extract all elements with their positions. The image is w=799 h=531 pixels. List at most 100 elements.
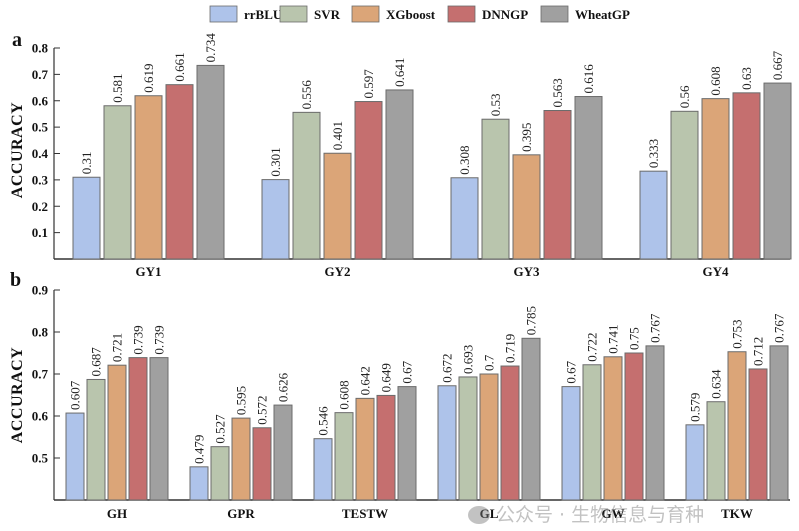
bar-rrblup <box>685 424 705 501</box>
legend-label: XGboost <box>386 7 436 22</box>
bar-xgboost <box>355 397 375 501</box>
data-label: 0.308 <box>457 146 472 175</box>
data-label: 0.581 <box>110 74 125 103</box>
bar-xgboost <box>107 364 127 501</box>
data-label: 0.546 <box>316 406 331 436</box>
bar-group-gpr: 0.479 0.527 0.595 0.572 0.626 <box>189 372 293 501</box>
x-tick-label: GY1 <box>136 264 162 279</box>
bar-svr <box>481 118 510 260</box>
data-label: 0.608 <box>708 66 723 95</box>
bar-xgboost <box>231 417 251 501</box>
bar-wheatgp <box>521 337 541 501</box>
bar-xgboost <box>603 356 623 501</box>
bar-dnngp <box>500 365 520 501</box>
bar-wheatgp <box>574 96 603 260</box>
panel-letter: a <box>12 29 22 51</box>
x-tick-label: GY3 <box>514 264 541 279</box>
x-tick-label: GL <box>480 506 499 521</box>
bar-wheatgp <box>397 386 417 501</box>
y-tick-label: 0.1 <box>32 225 48 240</box>
x-tick-label: TESTW <box>342 506 388 521</box>
data-label: 0.616 <box>581 64 596 94</box>
bar-xgboost <box>134 95 163 260</box>
bar-wheatgp <box>769 345 789 501</box>
bar-group-gw: 0.67 0.722 0.741 0.75 0.767 <box>561 313 665 501</box>
y-tick-label: 0.6 <box>32 409 49 424</box>
bar-xgboost <box>323 152 352 260</box>
data-label: 0.739 <box>131 325 146 354</box>
y-tick-label: 0.5 <box>32 120 49 135</box>
bar-rrblup <box>313 438 333 501</box>
data-label: 0.741 <box>606 325 621 354</box>
bar-svr <box>334 412 354 501</box>
legend-label: SVR <box>314 7 341 22</box>
bar-group-gl: 0.672 0.693 0.7 0.719 0.785 <box>437 306 541 501</box>
bar-group-gy4: 0.333 0.56 0.608 0.63 0.667 <box>639 50 792 260</box>
data-label: 0.301 <box>268 147 283 176</box>
bar-rrblup <box>437 385 457 501</box>
legend-item-xgboost: XGboost <box>351 5 436 23</box>
data-label: 0.75 <box>627 327 642 350</box>
wechat-icon <box>468 506 490 524</box>
legend-item-svr: SVR <box>279 5 341 23</box>
data-label: 0.649 <box>379 363 394 392</box>
bar-dnngp <box>128 357 148 501</box>
x-tick-label: GPR <box>227 506 255 521</box>
watermark-text: 公众号 · 生物信息与育种 <box>496 504 705 526</box>
x-tick-label: GW <box>601 506 624 521</box>
data-label: 0.619 <box>141 63 156 92</box>
data-label: 0.67 <box>400 360 415 383</box>
bar-svr <box>706 401 726 501</box>
data-label: 0.607 <box>68 380 83 410</box>
bar-wheatgp <box>385 89 414 260</box>
legend-swatch <box>351 5 380 23</box>
panel-letter: b <box>10 269 21 291</box>
data-label: 0.53 <box>488 93 503 116</box>
bar-xgboost <box>512 154 541 260</box>
legend-label: DNNGP <box>482 7 528 22</box>
data-label: 0.767 <box>772 313 787 343</box>
data-label: 0.642 <box>358 366 373 395</box>
legend-swatch <box>540 5 569 23</box>
data-label: 0.712 <box>751 337 766 366</box>
bar-dnngp <box>732 92 761 260</box>
x-tick-label: GY4 <box>703 264 730 279</box>
bar-dnngp <box>624 352 644 501</box>
y-tick-label: 0.7 <box>32 67 49 82</box>
data-label: 0.563 <box>550 78 565 107</box>
data-label: 0.719 <box>503 334 518 363</box>
bar-rrblup <box>261 179 290 260</box>
data-label: 0.7 <box>482 354 497 371</box>
data-label: 0.597 <box>361 69 376 99</box>
data-label: 0.572 <box>255 396 270 425</box>
bar-wheatgp <box>273 404 293 501</box>
legend-item-wheatgp: WheatGP <box>540 5 630 23</box>
bar-group-testw: 0.546 0.608 0.642 0.649 0.67 <box>313 360 417 501</box>
bar-group-gy1: 0.31 0.581 0.619 0.661 0.734 <box>72 33 225 260</box>
y-tick-label: 0.8 <box>32 41 49 56</box>
data-label: 0.479 <box>192 435 207 464</box>
y-tick-label: 0.8 <box>32 325 49 340</box>
x-tick-label: GH <box>107 506 127 521</box>
y-tick-label: 0.5 <box>32 451 49 466</box>
data-label: 0.401 <box>330 121 345 150</box>
bar-rrblup <box>639 170 668 260</box>
data-label: 0.63 <box>739 67 754 90</box>
bar-svr <box>103 105 132 260</box>
bar-xgboost <box>727 351 747 501</box>
bar-xgboost <box>701 98 730 260</box>
y-axis-title: ACCURACY <box>9 102 26 198</box>
y-tick-label: 0.4 <box>32 146 49 161</box>
bar-dnngp <box>748 368 768 501</box>
bar-wheatgp <box>149 357 169 501</box>
bar-wheatgp <box>763 82 792 260</box>
legend-label: WheatGP <box>575 7 630 22</box>
bar-svr <box>458 376 478 501</box>
bar-dnngp <box>376 394 396 501</box>
bar-wheatgp <box>645 345 665 501</box>
y-axis-title: ACCURACY <box>9 347 26 443</box>
data-label: 0.739 <box>152 325 167 354</box>
legend-item-rrblup: rrBLUP <box>209 5 290 23</box>
y-tick-label: 0.9 <box>32 283 49 298</box>
